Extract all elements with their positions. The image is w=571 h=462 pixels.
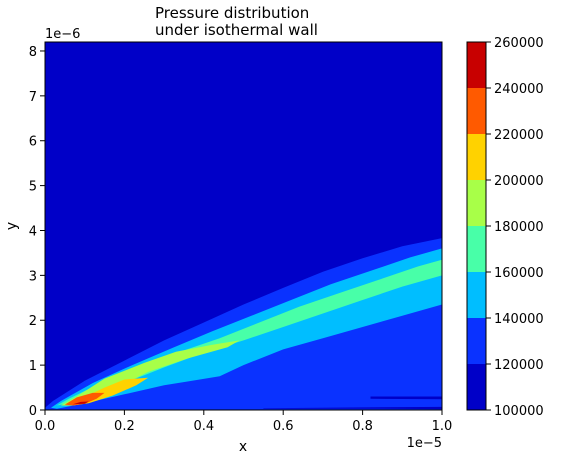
x-tick-label: 0.0	[35, 419, 56, 434]
plot-frame	[44, 41, 443, 411]
colorbar-tick-label: 100000	[494, 404, 544, 419]
colorbar-tick-label: 260000	[494, 36, 544, 51]
colorbar-tick-label: 140000	[494, 312, 544, 327]
contour-region-5	[64, 392, 105, 406]
y-tick-label: 5	[29, 180, 37, 195]
y-offset-text: 1e−6	[45, 27, 80, 42]
chart-title-line-1: Pressure distribution	[155, 4, 309, 22]
colorbar-band-100000-120000	[467, 364, 486, 410]
contour-region-6	[72, 401, 89, 405]
y-tick-label: 8	[29, 45, 37, 60]
x-axis-label: x	[239, 439, 247, 455]
colorbar-tick-label: 240000	[494, 82, 544, 97]
colorbar-band-220000-240000	[467, 88, 486, 134]
y-tick-label: 3	[29, 269, 37, 284]
colorbar-band-240000-260000	[467, 42, 486, 88]
colorbar-tick-label: 160000	[494, 266, 544, 281]
colorbar-band-160000-180000	[467, 226, 486, 272]
y-axis-label: y	[4, 222, 20, 230]
x-tick-label: 0.4	[193, 419, 214, 434]
colorbar-tick-label: 200000	[494, 174, 544, 189]
y-axis-ticks: 0 1 2 3 4 5 6 7 8	[29, 45, 45, 419]
colorbar-band-140000-160000	[467, 272, 486, 318]
contour-region-8	[370, 396, 442, 400]
y-tick-label: 6	[29, 135, 37, 150]
x-axis-ticks: 0.0 0.2 0.4 0.6 0.8 1.0	[35, 410, 453, 434]
colorbar-band-200000-220000	[467, 134, 486, 180]
y-tick-label: 7	[29, 90, 37, 105]
colorbar-ticks: 100000 120000 140000 160000 180000 200000 2200…	[486, 36, 544, 419]
colorbar-tick-label: 180000	[494, 220, 544, 235]
x-tick-label: 0.2	[114, 419, 135, 434]
chart-title-line-2: under isothermal wall	[155, 21, 318, 39]
colorbar-tick-label: 120000	[494, 358, 544, 373]
colorbar-band-180000-200000	[467, 180, 486, 226]
contour-regions	[45, 238, 442, 410]
y-tick-label: 2	[29, 314, 37, 329]
contour-region-7	[263, 406, 442, 410]
x-offset-text: 1e−5	[407, 436, 442, 451]
colorbar-tick-label: 220000	[494, 128, 544, 143]
x-tick-label: 1.0	[432, 419, 453, 434]
colorbar-band-120000-140000	[467, 318, 486, 364]
x-tick-label: 0.8	[352, 419, 373, 434]
y-tick-label: 1	[29, 359, 37, 374]
y-tick-label: 0	[29, 404, 37, 419]
x-tick-label: 0.6	[273, 419, 294, 434]
colorbar	[467, 42, 486, 410]
y-tick-label: 4	[29, 224, 37, 239]
